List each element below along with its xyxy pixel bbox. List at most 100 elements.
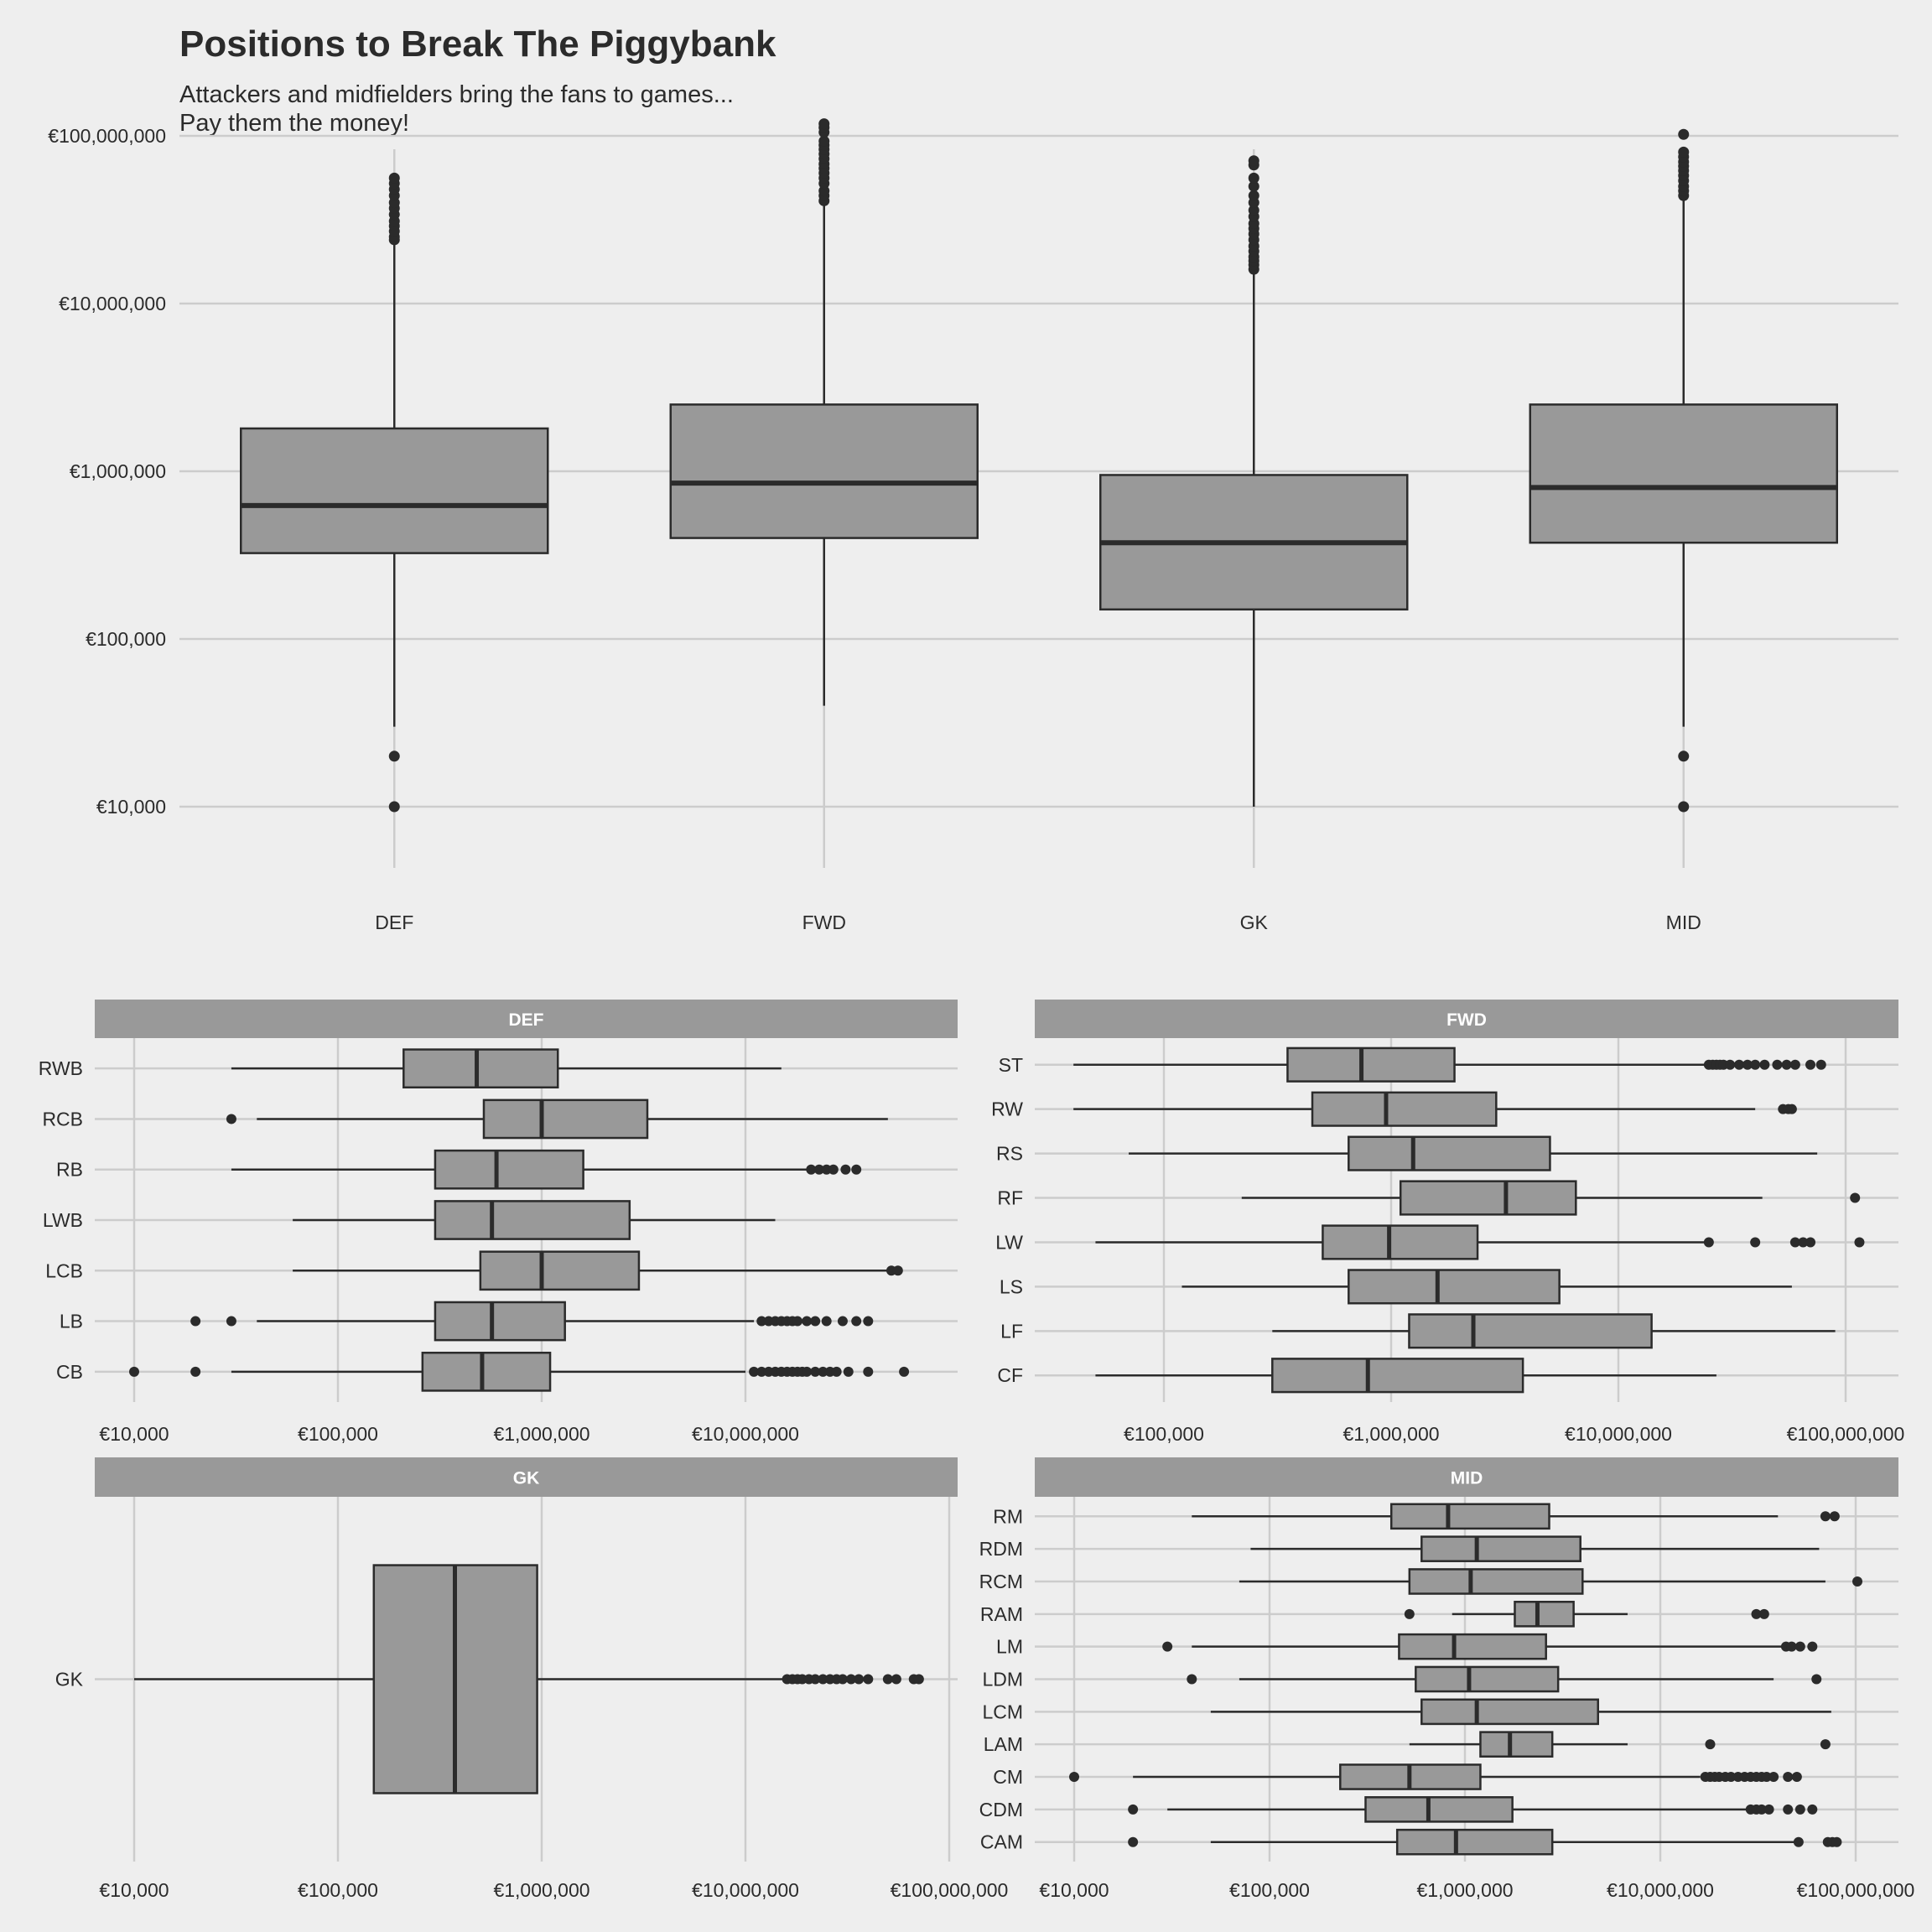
x-tick-label: DEF: [375, 911, 413, 933]
outlier-point: [863, 1674, 874, 1685]
outlier-point: [1805, 1237, 1816, 1248]
subtitle-line-1: Attackers and midfielders bring the fans…: [179, 81, 734, 108]
facet-y-tick-label: RW: [991, 1098, 1023, 1120]
outlier-point: [792, 1316, 803, 1327]
outlier-point: [1783, 1804, 1794, 1815]
outlier-point: [913, 1674, 924, 1685]
facet-y-tick-label: CDM: [979, 1799, 1023, 1820]
outlier-point: [1805, 1059, 1816, 1070]
outlier-point: [1678, 128, 1690, 140]
y-tick-label: €10,000: [96, 796, 166, 818]
facet-y-tick-label: LM: [996, 1636, 1023, 1658]
x-tick-label: MID: [1666, 911, 1701, 933]
x-tick-label: GK: [1240, 911, 1269, 933]
box-iqr: [1514, 1601, 1575, 1628]
facet-x-tick-label: €1,000,000: [493, 1423, 589, 1445]
outlier-point: [1751, 1608, 1762, 1619]
facet-y-tick-label: RCB: [42, 1108, 83, 1130]
outlier-point: [810, 1316, 821, 1327]
facet-y-tick-label: LS: [1000, 1275, 1023, 1297]
facet-strip: [95, 1457, 958, 1497]
facet-x-tick-label: €10,000,000: [1565, 1423, 1672, 1445]
facet-x-tick-label: €10,000: [99, 1423, 169, 1445]
outlier-point: [837, 1674, 848, 1685]
outlier-point: [1248, 205, 1259, 216]
facet-strip-label: MID: [1451, 1469, 1483, 1488]
outlier-point: [851, 1164, 862, 1175]
outlier-point: [1678, 750, 1690, 762]
outlier-point: [1248, 155, 1259, 167]
facet-y-tick-label: RAM: [980, 1603, 1023, 1625]
outlier-point: [1811, 1674, 1822, 1685]
facet-y-tick-label: ST: [999, 1054, 1023, 1076]
x-tick-label: FWD: [802, 911, 846, 933]
facet-x-tick-label: €10,000: [1039, 1879, 1109, 1901]
outlier-point: [1705, 1739, 1716, 1750]
box-iqr: [1408, 1568, 1584, 1595]
outlier-point: [1786, 1104, 1797, 1114]
outlier-point: [1750, 1237, 1761, 1248]
box-iqr: [434, 1149, 584, 1190]
box-iqr: [1311, 1091, 1498, 1127]
outlier-point: [818, 135, 830, 147]
y-tick-label: €1,000,000: [70, 460, 166, 482]
outlier-point: [756, 1316, 767, 1327]
facet-x-tick-label: €100,000,000: [1797, 1879, 1915, 1901]
box-iqr: [434, 1301, 566, 1342]
box-iqr: [1398, 1633, 1547, 1660]
facet-y-tick-label: CF: [997, 1364, 1023, 1386]
facet-y-tick-label: LW: [995, 1231, 1023, 1253]
outlier-point: [1852, 1576, 1863, 1587]
facet-y-tick-label: CB: [56, 1361, 83, 1383]
outlier-point: [1069, 1772, 1079, 1783]
outlier-point: [1761, 1772, 1772, 1783]
facet-strip: [95, 1000, 958, 1038]
facet-strip-label: DEF: [509, 1010, 544, 1030]
outlier-point: [1162, 1641, 1173, 1652]
outlier-point: [810, 1366, 821, 1377]
facet-x-tick-label: €100,000,000: [1787, 1423, 1905, 1445]
box-iqr: [1420, 1535, 1581, 1562]
outlier-point: [802, 1366, 813, 1377]
facet-x-tick-label: €100,000: [298, 1879, 378, 1901]
facet-y-tick-label: RF: [997, 1187, 1023, 1209]
facet-x-tick-label: €100,000,000: [891, 1879, 1009, 1901]
facet-x-tick-label: €100,000: [298, 1423, 378, 1445]
facet-y-tick-label: RWB: [39, 1057, 83, 1079]
facet-x-tick-label: €100,000: [1229, 1879, 1310, 1901]
box-iqr: [669, 403, 979, 539]
facet-y-tick-label: RM: [993, 1505, 1023, 1527]
box-iqr: [479, 1250, 641, 1291]
outlier-point: [1831, 1836, 1842, 1847]
facet-x-tick-label: €10,000,000: [692, 1423, 799, 1445]
box-iqr: [1395, 1828, 1554, 1856]
facet-x-tick-label: €10,000,000: [1607, 1879, 1714, 1901]
facet-y-tick-label: LCB: [45, 1259, 83, 1281]
outlier-point: [1187, 1674, 1197, 1685]
outlier-point: [1794, 1641, 1805, 1652]
outlier-point: [388, 750, 400, 762]
outlier-point: [1404, 1608, 1415, 1619]
facet-x-tick-label: €10,000: [99, 1879, 169, 1901]
facet-x-tick-label: €1,000,000: [493, 1879, 589, 1901]
outlier-point: [851, 1316, 862, 1327]
y-tick-label: €10,000,000: [59, 293, 166, 314]
outlier-point: [810, 1674, 821, 1685]
subtitle-line-2: Pay them the money!: [179, 110, 410, 137]
outlier-point: [1768, 1772, 1779, 1783]
outlier-point: [891, 1674, 901, 1685]
outlier-point: [1850, 1192, 1861, 1203]
outlier-point: [226, 1114, 236, 1124]
facet-y-tick-label: LDM: [982, 1669, 1023, 1690]
outlier-point: [1678, 146, 1690, 158]
outlier-point: [1854, 1237, 1865, 1248]
facet-x-tick-label: €1,000,000: [1416, 1879, 1513, 1901]
facet-strip-label: FWD: [1446, 1010, 1487, 1030]
outlier-point: [1829, 1511, 1840, 1522]
outlier-point: [1726, 1772, 1737, 1783]
outlier-point: [1786, 1641, 1797, 1652]
facet-y-tick-label: GK: [55, 1669, 84, 1690]
facet-y-tick-label: LWB: [43, 1209, 83, 1231]
outlier-point: [1791, 1772, 1802, 1783]
